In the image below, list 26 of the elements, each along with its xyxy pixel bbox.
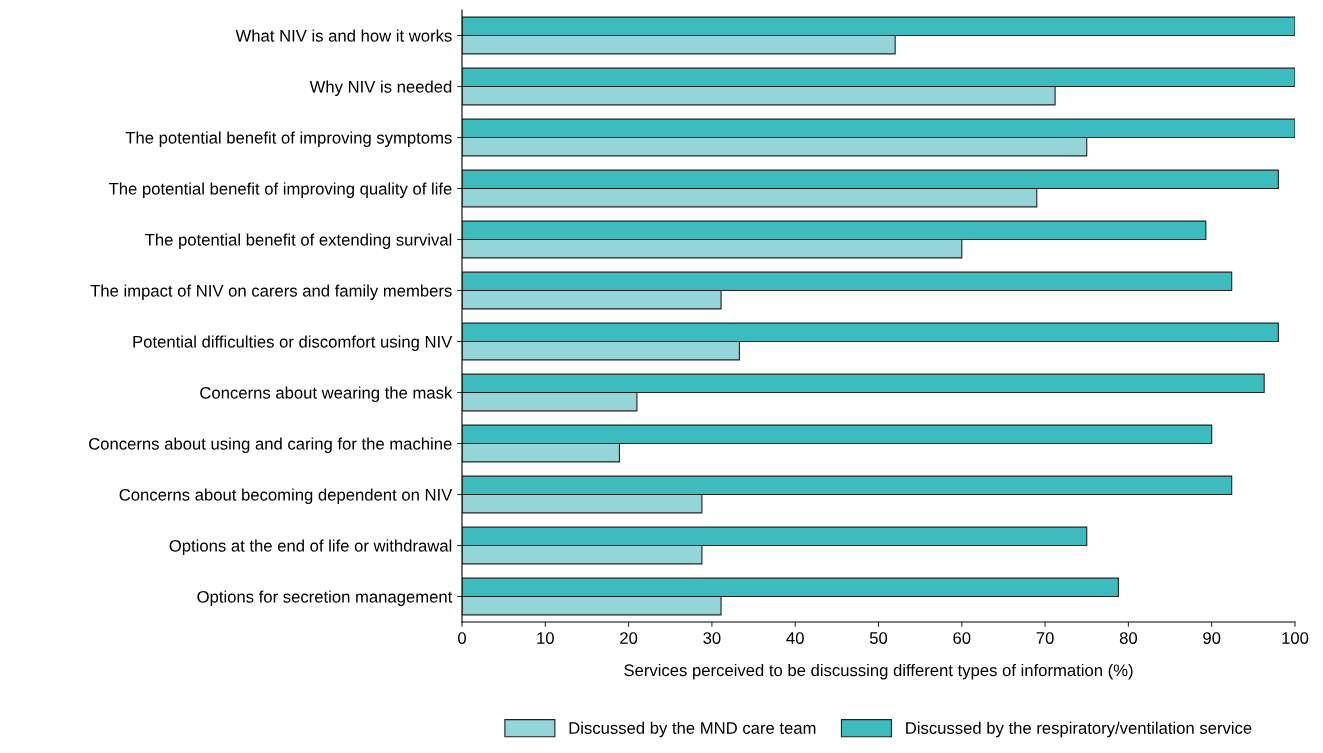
x-tick-label: 80 [1119, 632, 1138, 644]
x-tick-label: 70 [1036, 632, 1054, 644]
x-tick-label: 90 [1203, 632, 1221, 644]
x-tick-label: 20 [620, 632, 638, 644]
legend-label: Discussed by the MND care team [569, 721, 816, 738]
y-tick-label: The potential benefit of improving quality of life [108, 182, 452, 198]
x-tick-label: 50 [869, 632, 888, 644]
x-tick-label: 40 [786, 632, 804, 644]
x-tick-label: 60 [953, 632, 971, 644]
x-tick-label: 0 [458, 632, 466, 644]
legend-label: Discussed by the respiratory/ventilation service [906, 721, 1252, 738]
y-tick-label: Why NIV is needed [309, 80, 452, 96]
y-tick-label: Options at the end of life or withdrawal [169, 539, 452, 555]
y-tick-label: The impact of NIV on carers and family members [90, 284, 452, 300]
x-tick-label: 10 [537, 632, 554, 644]
y-tick-label: The potential benefit of extending survival [145, 233, 452, 249]
x-tick-label: 30 [703, 632, 721, 644]
y-tick-label: Concerns about using and caring for the machine [89, 437, 452, 453]
x-tick-label: 100 [1282, 632, 1309, 644]
y-tick-label: The potential benefit of improving symptoms [125, 131, 452, 147]
y-tick-label: Concerns about becoming dependent on NIV [119, 488, 453, 504]
y-tick-label: Concerns about wearing the mask [200, 386, 453, 402]
x-axis-title: Services perceived to be discussing different types of information (%) [624, 663, 1133, 680]
y-tick-label: Potential difficulties or discomfort using NIV [133, 335, 453, 351]
y-tick-label: What NIV is and how it works [235, 29, 452, 42]
y-tick-label: Options for secretion management [197, 590, 453, 606]
